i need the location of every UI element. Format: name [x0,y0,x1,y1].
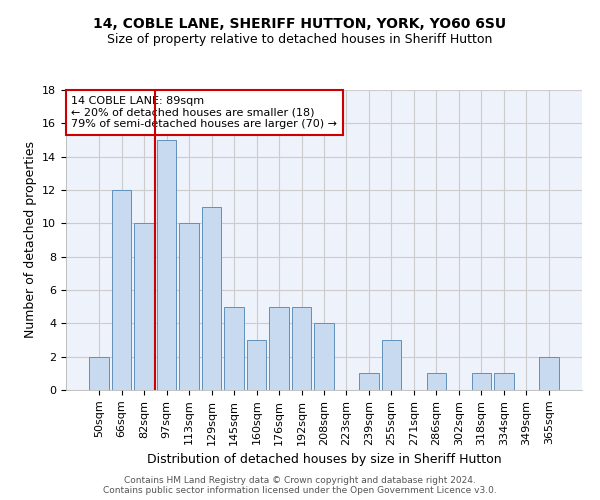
Bar [269,306,289,390]
Bar [292,306,311,390]
Text: 14 COBLE LANE: 89sqm
← 20% of detached houses are smaller (18)
79% of semi-detac: 14 COBLE LANE: 89sqm ← 20% of detached h… [71,96,337,129]
Bar [494,374,514,390]
Bar [382,340,401,390]
Bar [539,356,559,390]
Bar [427,374,446,390]
X-axis label: Distribution of detached houses by size in Sheriff Hutton: Distribution of detached houses by size … [146,453,502,466]
Bar [112,190,131,390]
Text: 14, COBLE LANE, SHERIFF HUTTON, YORK, YO60 6SU: 14, COBLE LANE, SHERIFF HUTTON, YORK, YO… [94,18,506,32]
Bar [202,206,221,390]
Bar [157,140,176,390]
Bar [224,306,244,390]
Y-axis label: Number of detached properties: Number of detached properties [23,142,37,338]
Text: Size of property relative to detached houses in Sheriff Hutton: Size of property relative to detached ho… [107,32,493,46]
Bar [314,324,334,390]
Bar [179,224,199,390]
Bar [472,374,491,390]
Bar [89,356,109,390]
Bar [359,374,379,390]
Text: Contains HM Land Registry data © Crown copyright and database right 2024.
Contai: Contains HM Land Registry data © Crown c… [103,476,497,495]
Bar [247,340,266,390]
Bar [134,224,154,390]
